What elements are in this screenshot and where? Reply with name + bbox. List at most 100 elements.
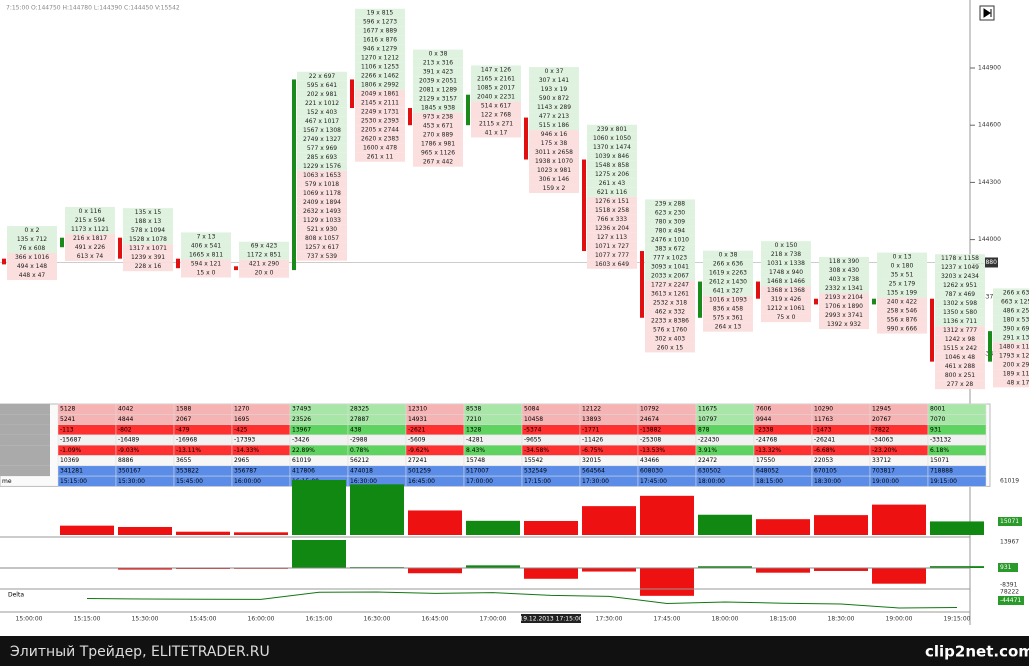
candle-body (2, 259, 6, 265)
table-value: -34.58% (524, 447, 549, 454)
table-value: 4844 (118, 416, 133, 423)
footprint-text: 1239 x 391 (131, 254, 165, 261)
footprint-text: 462 x 332 (655, 308, 685, 315)
delta-line-top: 78222 (1000, 589, 1019, 596)
footer-text: Элитный Трейдер, ELITETRADER.RU (10, 644, 270, 660)
footprint-text: 291 x 131 (1003, 334, 1029, 341)
table-value: 1270 (234, 406, 249, 413)
footprint-text: 461 x 288 (945, 363, 975, 370)
footprint-text: 1143 x 289 (537, 104, 571, 111)
candle-body (814, 299, 818, 305)
footprint-text: 3613 x 1261 (651, 290, 689, 297)
table-value: -23.20% (872, 447, 897, 454)
table-value: -7822 (872, 426, 890, 433)
delta-line-last: -44471 (1000, 597, 1021, 604)
row-label-bg (0, 425, 50, 435)
footprint-text: 946 x 16 (541, 131, 568, 138)
time-label: 19:15:00 (944, 616, 971, 623)
footprint-text: 1106 x 1253 (361, 64, 399, 71)
footprint-text: 302 x 403 (655, 335, 685, 342)
footprint-text: 1136 x 711 (943, 318, 977, 325)
footprint-text: 2332 x 1341 (825, 285, 863, 292)
footprint-text: 0 x 13 (893, 254, 912, 261)
table-value: 517007 (466, 467, 489, 474)
time-label: 15:00:00 (16, 616, 43, 623)
footprint-text: 35 x 51 (891, 272, 914, 279)
table-value: -1771 (582, 426, 600, 433)
time-label: 15:15:00 (74, 616, 101, 623)
footprint-text: 613 x 74 (77, 253, 104, 260)
candle-body (234, 266, 238, 270)
table-value: -4281 (466, 437, 484, 444)
table-value: 8.43% (466, 447, 485, 454)
table-value: -15687 (60, 437, 81, 444)
footprint-text: 41 x 17 (485, 129, 508, 136)
price-label: 144600 (978, 122, 1001, 129)
table-value: 0.78% (350, 447, 369, 454)
table-value: 19:15:00 (930, 478, 957, 485)
candle-body (524, 118, 528, 160)
table-value: -479 (176, 426, 190, 433)
footprint-text: 76 x 608 (19, 245, 46, 252)
footprint-text: 800 x 251 (945, 372, 975, 379)
price-label: 144300 (978, 179, 1001, 186)
footprint-text: 1071 x 727 (595, 243, 629, 250)
candle-body (118, 238, 122, 259)
footprint-text: 965 x 1126 (421, 150, 455, 157)
volume-bar (872, 505, 926, 535)
footprint-text: 175 x 38 (541, 140, 568, 147)
footprint-text: 307 x 141 (539, 77, 569, 84)
footprint-text: 990 x 666 (887, 326, 917, 333)
footprint-text: 69 x 423 (251, 243, 278, 250)
footprint-text: 556 x 876 (887, 317, 917, 324)
footprint-text: 1276 x 151 (595, 198, 629, 205)
table-value: 7606 (756, 406, 771, 413)
table-value: 17550 (756, 457, 775, 464)
footprint-text: 1275 x 206 (595, 171, 629, 178)
table-value: 5084 (524, 406, 539, 413)
footer-logo: clip2net.com (925, 643, 1029, 661)
table-value: 10797 (698, 416, 717, 423)
table-value: 1695 (234, 416, 249, 423)
footprint-text: 453 x 671 (423, 123, 453, 130)
table-value: -3426 (292, 437, 310, 444)
footprint-text: 787 x 469 (945, 291, 975, 298)
table-value: 350167 (118, 467, 141, 474)
volume-bar (698, 515, 752, 535)
delta-top: 13967 (1000, 539, 1019, 546)
footprint-text: 2249 x 1731 (361, 109, 399, 116)
footprint-text: 25 x 179 (889, 281, 916, 288)
time-label: 18:30:00 (828, 616, 855, 623)
table-value: -14.33% (234, 447, 259, 454)
table-value: 14931 (408, 416, 427, 423)
table-value: 703817 (872, 467, 895, 474)
table-value: 353822 (176, 467, 199, 474)
footprint-text: 2409 x 1894 (303, 199, 341, 206)
table-value: 18:15:00 (756, 478, 783, 485)
table-value: -113 (60, 426, 74, 433)
delta-bar (756, 568, 810, 573)
footprint-text: 1845 x 938 (421, 105, 455, 112)
footprint-text: 2049 x 1861 (361, 91, 399, 98)
footprint-text: 3011 x 2658 (535, 149, 573, 156)
table-value: 16:00:00 (234, 478, 261, 485)
footprint-text: 48 x 17 (1007, 379, 1029, 386)
table-value: 670105 (814, 467, 837, 474)
footprint-text: 1077 x 777 (595, 252, 629, 259)
table-value: 18:30:00 (814, 478, 841, 485)
table-value: -9.03% (118, 447, 140, 454)
table-value: 8886 (118, 457, 133, 464)
footprint-text: 0 x 180 (891, 263, 914, 270)
footprint-text: 1518 x 258 (595, 207, 629, 214)
footprint-text: 1069 x 1178 (303, 190, 341, 197)
footprint-text: 285 x 693 (307, 154, 337, 161)
time-label: 17:30:00 (596, 616, 623, 623)
table-value: 2965 (234, 457, 249, 464)
footprint-text: 491 x 226 (75, 244, 105, 251)
table-value: -6.75% (582, 447, 604, 454)
table-value: 17:00:00 (466, 478, 493, 485)
row-label: me (2, 478, 12, 485)
table-value: 15542 (524, 457, 543, 464)
row-label-bg (0, 435, 50, 445)
